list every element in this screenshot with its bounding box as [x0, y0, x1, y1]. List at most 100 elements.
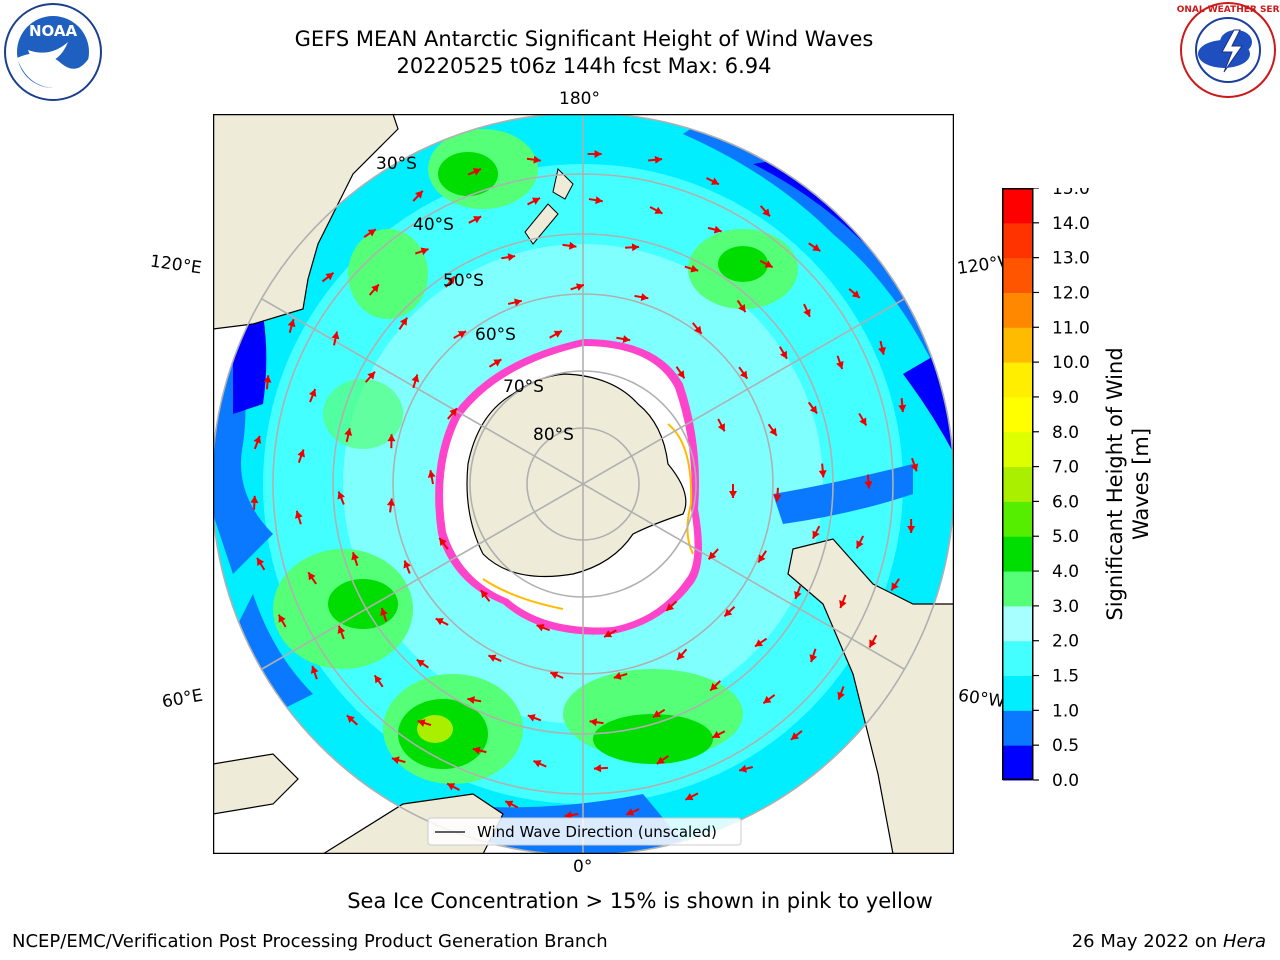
wave-direction-arrow	[790, 730, 803, 741]
wave-direction-arrow	[684, 264, 699, 273]
wave-direction-arrow	[308, 388, 317, 403]
wave-direction-arrow	[435, 617, 449, 626]
wave-direction-arrow	[652, 708, 666, 719]
wave-direction-arrow	[447, 407, 458, 420]
colorbar-segment	[1002, 327, 1033, 363]
wave-direction-arrow	[603, 629, 617, 638]
wave-direction-arrow	[692, 322, 703, 335]
colorbar-segment	[1002, 710, 1033, 746]
wave-direction-arrow	[403, 560, 411, 574]
wave-direction-arrow	[616, 335, 631, 343]
colorbar-tick-label: 13.0	[1052, 249, 1090, 269]
date-text: 26 May 2022 on Hera	[1072, 931, 1266, 952]
wave-direction-arrow	[438, 537, 449, 550]
colorbar-tick-label: 0.0	[1052, 771, 1079, 788]
wave-direction-arrow	[387, 434, 396, 449]
wave-direction-arrow	[487, 654, 502, 662]
wave-direction-arrow	[807, 401, 818, 415]
wave-direction-arrow	[250, 495, 259, 510]
lon-label-180: 180°	[559, 89, 600, 109]
wave-direction-arrow	[368, 283, 380, 296]
wave-direction-arrow	[762, 694, 776, 705]
wave-direction-arrow	[707, 548, 719, 561]
colorbar-tick-label: 14.0	[1052, 214, 1090, 234]
colorbar-tick-label: 15.0	[1052, 188, 1090, 199]
arrow-legend-label: Wind Wave Direction (unscaled)	[477, 823, 717, 841]
wave-direction-arrow	[723, 605, 736, 618]
colorbar-tick-label: 9.0	[1052, 388, 1079, 408]
nws-logo: NATIONAL WEATHER SERVICE	[1176, 2, 1280, 98]
wave-direction-arrow	[593, 764, 608, 773]
colorbar-segment	[1002, 188, 1033, 224]
arrow-legend: Wind Wave Direction (unscaled)	[427, 817, 742, 846]
wave-direction-arrow	[676, 648, 688, 661]
svg-text:Significant Height of Wind: Significant Height of Wind	[1103, 347, 1127, 620]
wave-direction-arrow	[346, 714, 358, 726]
wave-direction-arrow	[890, 578, 900, 591]
wave-direction-arrow	[256, 557, 266, 571]
wave-direction-arrow	[564, 811, 579, 819]
wave-direction-arrow	[380, 607, 388, 622]
colorbar-segment	[1002, 745, 1033, 781]
lon-label-60w: 60°W	[956, 685, 1007, 713]
colorbar-segment	[1002, 466, 1033, 502]
wave-direction-arrow	[754, 637, 768, 648]
wave-direction-arrow	[549, 330, 563, 339]
wave-direction-arrow	[868, 634, 878, 648]
wave-direction-arrow	[675, 366, 686, 379]
colorbar-tick-label: 8.0	[1052, 423, 1079, 443]
colorbar-segment	[1002, 571, 1033, 607]
wave-direction-arrow	[803, 303, 811, 318]
colorbar-segment	[1002, 536, 1033, 572]
wave-direction-arrow	[839, 594, 847, 609]
wave-direction-arrow	[898, 398, 907, 413]
lat-label-40s: 40°S	[413, 215, 454, 235]
colorbar-tick-label: 0.5	[1052, 736, 1079, 756]
wave-direction-arrow	[321, 272, 335, 283]
lon-label-0: 0°	[573, 857, 593, 877]
colorbar-tick-label: 12.0	[1052, 283, 1090, 303]
colorbar-segment	[1002, 292, 1033, 328]
sea-ice-note: Sea Ice Concentration > 15% is shown in …	[347, 889, 933, 913]
credit-text: NCEP/EMC/Verification Post Processing Pr…	[12, 931, 608, 952]
wave-direction-arrow	[736, 299, 747, 313]
graticule	[213, 114, 954, 854]
wave-direction-arrow	[331, 331, 340, 346]
wave-direction-arrow	[373, 674, 384, 688]
wave-direction-arrow	[263, 375, 272, 390]
wave-direction-arrow	[414, 247, 429, 256]
wave-direction-arrow	[864, 474, 873, 489]
colorbar-segment	[1002, 605, 1033, 642]
wave-direction-arrow	[717, 418, 726, 432]
wave-direction-arrow	[533, 760, 547, 768]
wave-direction-arrow	[527, 714, 542, 722]
wave-direction-arrow	[536, 623, 550, 632]
colorbar-segment	[1002, 362, 1033, 398]
wave-direction-arrow	[364, 371, 376, 383]
wave-direction-arrow	[363, 228, 377, 238]
wave-direction-arrow	[501, 253, 516, 262]
wave-direction-arrow	[507, 298, 522, 307]
wave-direction-arrow	[344, 428, 353, 443]
colorbar-tick-label: 1.5	[1052, 667, 1079, 687]
wave-direction-arrow	[398, 317, 408, 330]
wave-direction-arrow	[759, 259, 774, 269]
wave-direction-arrow	[808, 242, 821, 252]
wave-direction-arrow	[351, 552, 359, 566]
noaa-logo: NOAA	[4, 3, 102, 101]
wave-direction-arrow	[858, 412, 868, 427]
colorbar-tick-label: 10.0	[1052, 353, 1090, 373]
wave-direction-arrow	[417, 719, 432, 727]
lat-label-30s: 30°S	[376, 154, 417, 174]
colorbar-tick-label: 4.0	[1052, 562, 1079, 582]
wind-wave-arrows	[250, 150, 919, 819]
wave-direction-arrow	[656, 755, 669, 765]
wave-direction-arrow	[446, 782, 460, 791]
wave-direction-arrow	[416, 658, 429, 669]
wave-direction-arrow	[467, 696, 482, 705]
wave-direction-arrow	[411, 374, 420, 389]
colorbar-tick-label: 1.0	[1052, 701, 1079, 721]
wave-direction-arrow	[472, 746, 487, 755]
wave-direction-arrow	[709, 680, 721, 692]
noaa-logo-text: NOAA	[29, 22, 78, 40]
